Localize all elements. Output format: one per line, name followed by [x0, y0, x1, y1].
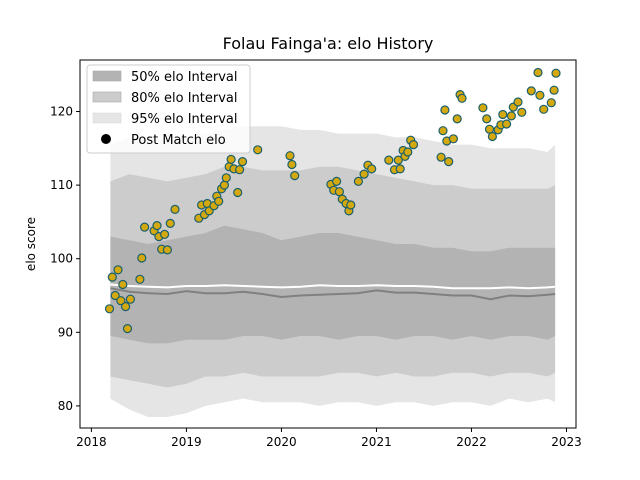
post-match-elo-point	[498, 109, 508, 120]
post-match-elo-point	[506, 111, 516, 121]
y-tick-label: 110	[50, 178, 73, 192]
y-tick-label: 80	[58, 399, 73, 413]
post-match-elo-point	[287, 159, 297, 170]
post-match-elo-point	[517, 107, 527, 117]
chart-title: Folau Fainga'a: elo History	[223, 34, 434, 53]
post-match-elo-point	[221, 173, 231, 183]
post-match-elo-point	[452, 114, 462, 124]
post-match-elo-point	[137, 253, 147, 263]
y-tick-label: 90	[58, 325, 73, 339]
post-match-elo-point	[104, 304, 115, 314]
band-50-interval	[110, 225, 556, 344]
post-match-elo-point	[237, 157, 248, 167]
legend-label: 95% elo Interval	[131, 112, 238, 127]
post-match-elo-point	[285, 151, 295, 161]
post-match-elo-point	[253, 145, 263, 155]
legend-swatch-band50	[92, 70, 122, 82]
axes: 2018 2019 2020 2021 2022 2023 80 90 100 110 120	[50, 59, 582, 449]
post-match-elo-point	[120, 302, 131, 312]
x-tick-label: 2020	[266, 435, 297, 449]
post-match-elo-point	[353, 176, 363, 186]
post-match-elo-point	[533, 67, 543, 78]
post-match-elo-point	[290, 171, 300, 181]
post-match-elo-point	[332, 176, 342, 186]
post-match-elo-point	[487, 131, 497, 142]
median-elo-line	[110, 287, 556, 301]
post-match-elo-point	[384, 155, 394, 165]
plot-frame	[79, 59, 577, 429]
legend-label: 80% elo Interval	[131, 91, 238, 106]
post-match-elo-point	[549, 85, 559, 95]
x-tick-label: 2023	[551, 435, 582, 449]
post-match-elo-point	[233, 187, 243, 198]
post-match-elo-point	[235, 165, 245, 175]
post-match-elo-point	[226, 154, 236, 164]
post-match-elo-point	[502, 119, 512, 129]
post-match-elo-point	[116, 296, 126, 306]
post-match-elo-point	[135, 274, 145, 284]
post-match-elo-point	[162, 245, 172, 255]
post-match-elo-point	[125, 294, 135, 304]
post-match-elo-point	[444, 157, 454, 167]
legend: 50% elo Interval 80% elo Interval 95% elo …	[86, 64, 251, 154]
legend-swatch-band80	[92, 91, 122, 103]
post-match-elo-point	[107, 272, 117, 282]
post-match-elo-point	[113, 265, 123, 275]
legend-swatch-band95	[92, 112, 122, 124]
post-match-elo-point	[551, 68, 561, 78]
y-tick-label: 120	[50, 105, 73, 119]
post-match-elo-point	[110, 290, 120, 301]
post-match-elo-point	[478, 103, 488, 113]
post-match-elo-point	[457, 93, 467, 103]
legend-box	[86, 64, 251, 154]
mean-elo-line	[110, 283, 556, 290]
y-tick-label: 100	[50, 252, 73, 266]
post-match-elo-point	[482, 114, 492, 124]
post-match-elo-point	[448, 134, 458, 144]
post-match-elo-point	[403, 147, 413, 157]
post-match-elo-point	[438, 126, 448, 136]
x-tick-label: 2021	[361, 435, 392, 449]
post-match-elo-point	[436, 152, 446, 162]
post-match-elo-point	[395, 164, 405, 174]
post-match-elo-point	[346, 200, 356, 210]
legend-marker-post-match	[101, 134, 111, 144]
x-tick-label: 2019	[171, 435, 202, 449]
post-match-elo-point	[367, 164, 377, 174]
post-match-elo-point	[122, 324, 133, 334]
post-match-elo-point	[408, 140, 419, 150]
x-tick-label: 2018	[76, 435, 107, 449]
post-match-elo-point	[165, 218, 175, 228]
post-match-elo-point	[359, 169, 369, 179]
post-match-elo-point	[140, 222, 150, 232]
post-match-elo-point	[214, 196, 224, 206]
post-match-elo-point	[526, 86, 536, 96]
post-match-elo-point	[535, 90, 545, 100]
x-tick-label: 2022	[456, 435, 487, 449]
post-match-elo-point	[160, 229, 170, 239]
post-match-elo-point	[170, 204, 180, 214]
post-match-elo-point	[334, 187, 344, 197]
post-match-elo-point	[513, 97, 523, 107]
y-axis-label: elo score	[24, 217, 38, 271]
post-match-elo-point	[546, 98, 556, 108]
plot-area	[104, 67, 561, 417]
post-match-elo-point	[152, 221, 162, 231]
post-match-elo-point	[539, 104, 549, 114]
legend-label: 50% elo Interval	[131, 70, 238, 85]
legend-label: Post Match elo	[131, 133, 226, 148]
post-match-elo-point	[440, 105, 450, 115]
post-match-elo-point	[118, 279, 128, 290]
